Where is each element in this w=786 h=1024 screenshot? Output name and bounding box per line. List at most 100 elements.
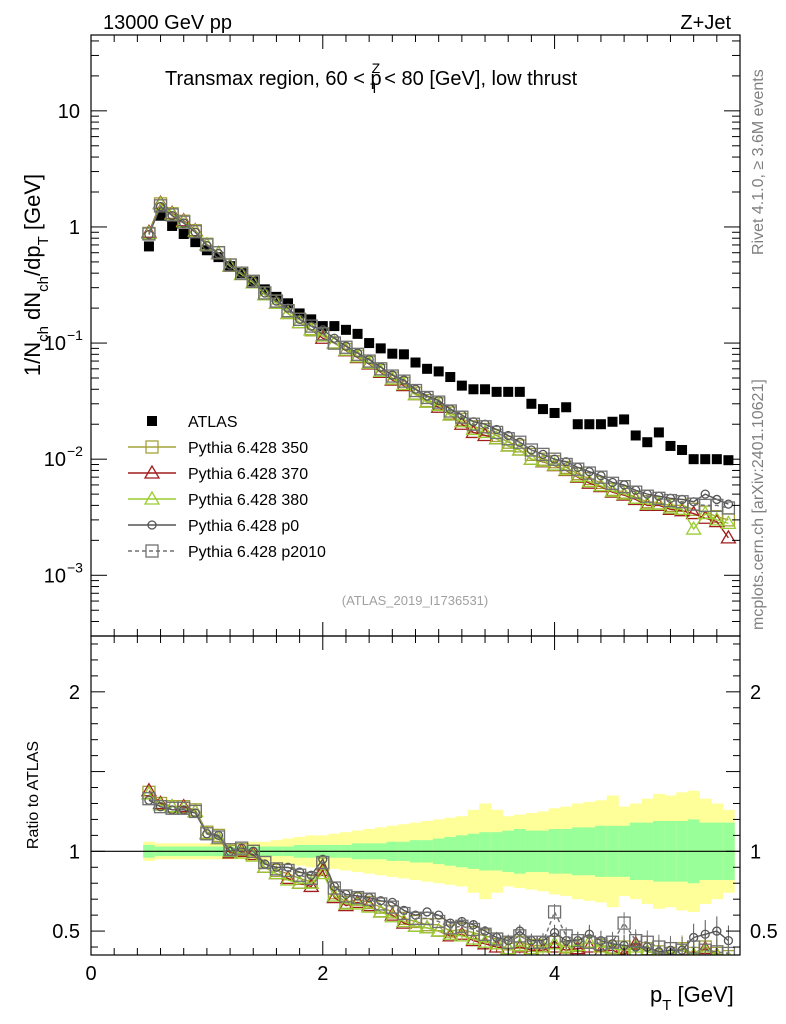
- data-point: [316, 327, 330, 341]
- ratio-point: [619, 946, 629, 955]
- legend-marker: [143, 490, 161, 505]
- ratio-y-tick-label-right: 2: [750, 682, 761, 704]
- ratio-point: [306, 870, 316, 880]
- data-point: [653, 427, 664, 438]
- data-point: [339, 340, 353, 354]
- data-point: [177, 215, 191, 229]
- data-point: [269, 294, 284, 308]
- data-point: [281, 304, 295, 318]
- data-point: [700, 454, 711, 465]
- ratio-point: [327, 881, 342, 895]
- ratio-point: [728, 954, 729, 955]
- y-tick-label: 10: [44, 449, 66, 471]
- ylabel-p2: dN: [20, 292, 45, 326]
- data-point: [592, 477, 610, 492]
- data-point: [167, 220, 178, 231]
- legend-label: Pythia 6.428 380: [188, 492, 308, 509]
- ratio-point: [349, 894, 366, 909]
- legend-marker: [143, 464, 161, 479]
- data-point: [314, 329, 331, 344]
- data-point: [433, 366, 444, 377]
- data-point: [387, 348, 398, 359]
- data-point: [326, 334, 343, 349]
- ratio-point: [640, 943, 654, 955]
- svg-text:mcplots.cern.ch [arXiv:2401.10: mcplots.cern.ch [arXiv:2401.10621]: [750, 379, 767, 630]
- svg-text:Ratio to ATLAS: Ratio to ATLAS: [25, 741, 42, 849]
- legend-marker: [145, 440, 159, 454]
- ratio-point: [304, 871, 318, 886]
- data-point: [410, 357, 421, 368]
- ratio-point: [712, 926, 722, 936]
- ratio-y-tick-label-right: 0.5: [750, 921, 778, 943]
- ratio-point: [155, 802, 166, 812]
- data-point: [468, 384, 479, 395]
- data-point: [546, 456, 563, 471]
- data-point: [639, 495, 656, 510]
- legend-entry: Pythia 6.428 370: [128, 464, 308, 483]
- data-point: [283, 298, 294, 309]
- ratio-point: [594, 943, 608, 955]
- plot-title: Transmax region, 60 < pZ T < 80 [GeV], lo…: [165, 60, 578, 96]
- ratio-point: [711, 946, 722, 955]
- data-point: [430, 398, 447, 413]
- data-point: [677, 444, 688, 455]
- data-point: [200, 238, 214, 252]
- data-point: [711, 454, 722, 465]
- data-point: [503, 430, 513, 441]
- legend-entry: Pythia 6.428 350: [128, 440, 308, 457]
- ratio-point: [488, 935, 505, 950]
- data-point: [350, 347, 365, 361]
- data-point: [248, 276, 258, 287]
- ratio-point: [617, 916, 631, 930]
- ratio-point: [536, 935, 550, 949]
- legend-label: ATLAS: [188, 414, 238, 431]
- ratio-point: [372, 903, 389, 918]
- ratio-point: [547, 905, 562, 919]
- ratio-point: [399, 905, 409, 915]
- ratio-point: [314, 865, 331, 880]
- ratio-point: [326, 887, 343, 902]
- data-point: [650, 495, 668, 510]
- y-tick-label: 10: [58, 101, 80, 123]
- series-4: [144, 201, 734, 509]
- data-point: [721, 501, 736, 515]
- data-point: [155, 201, 166, 212]
- data-point: [235, 266, 249, 280]
- main-ylabel: 1/Nch dNch/dpT [GeV]: [20, 174, 52, 376]
- plot-title-rest: < 80 [GeV], low thrust: [379, 68, 578, 90]
- data-point: [223, 258, 237, 272]
- data-point: [167, 211, 177, 221]
- legend-entry: ATLAS: [147, 414, 238, 431]
- data-point: [399, 375, 409, 385]
- data-point: [155, 210, 166, 221]
- data-point: [723, 499, 734, 509]
- y-tick-label: 10: [44, 565, 66, 587]
- ratio-point: [581, 938, 598, 953]
- data-point: [511, 441, 528, 456]
- data-point: [271, 296, 282, 306]
- data-point: [314, 327, 331, 342]
- data-point: [665, 440, 676, 451]
- ratio-point: [248, 846, 258, 856]
- ratio-line: [148, 798, 729, 955]
- data-point: [538, 449, 548, 460]
- ratio-point: [233, 844, 250, 859]
- data-point: [627, 490, 644, 504]
- ratio-point: [279, 871, 297, 886]
- ratio-point: [523, 941, 540, 955]
- plot-title-main: Transmax region, 60 < p: [165, 68, 382, 90]
- data-point: [455, 410, 469, 424]
- legend-entry: Pythia 6.428 p2010: [128, 544, 326, 561]
- data-point: [178, 228, 189, 239]
- ratio-point: [407, 917, 424, 932]
- ratio-point: [291, 874, 308, 889]
- ratio-point: [558, 938, 575, 953]
- data-point: [526, 445, 537, 455]
- series-3: [140, 195, 737, 535]
- data-point: [329, 321, 340, 332]
- data-point: [465, 421, 482, 436]
- ratio-point: [511, 937, 528, 952]
- data-point: [549, 407, 560, 418]
- xlabel-p0: p: [650, 982, 662, 1007]
